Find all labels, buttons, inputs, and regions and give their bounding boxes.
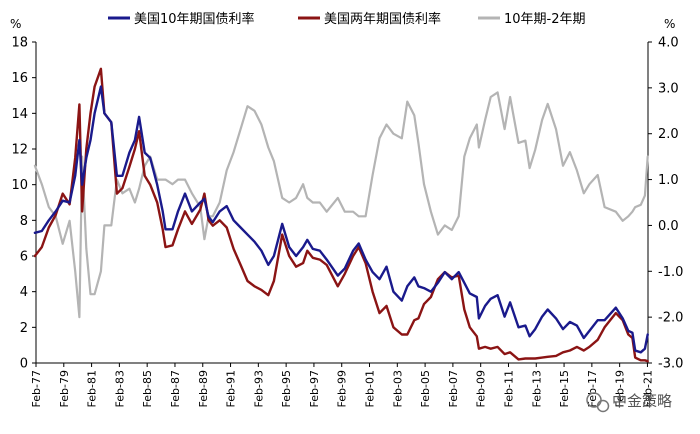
series-lines <box>33 67 649 363</box>
right-tick-label: 4.0 <box>658 36 679 51</box>
x-tick-label: Feb-13 <box>530 370 543 407</box>
watermark-text: 中金策略 <box>612 392 672 410</box>
left-tick-label: 4 <box>20 285 28 300</box>
x-tick-label: Feb-83 <box>113 370 126 407</box>
x-tick-label: Feb-77 <box>30 370 43 407</box>
wechat-icon-bubble <box>596 399 610 413</box>
x-tick-label: Feb-79 <box>58 370 71 407</box>
x-tick-label: Feb-07 <box>447 370 460 407</box>
x-tick-label: Feb-21 <box>641 370 654 407</box>
left-tick-label: 0 <box>20 357 28 372</box>
x-tick-label: Feb-93 <box>252 370 265 407</box>
left-tick-label: 14 <box>11 107 28 122</box>
legend-label-2: 10年期-2年期 <box>504 12 586 27</box>
x-tick-label: Feb-95 <box>280 370 293 407</box>
left-axis-unit: % <box>10 17 21 31</box>
x-tick-label: Feb-89 <box>197 370 210 407</box>
x-tick-label: Feb-97 <box>308 370 321 407</box>
left-tick-label: 6 <box>20 250 28 265</box>
x-tick-label: Feb-19 <box>614 370 627 407</box>
x-tick-label: Feb-11 <box>502 370 515 407</box>
legend-label-0: 美国10年期国债利率 <box>134 11 255 27</box>
x-tick-label: Feb-99 <box>336 370 349 407</box>
series-line-1 <box>33 67 649 363</box>
legend: 美国10年期国债利率 美国两年期国债利率 10年期-2年期 <box>108 11 586 27</box>
x-tick-label: Feb-85 <box>141 370 154 407</box>
x-tick-label: Feb-17 <box>586 370 599 407</box>
left-tick-label: 2 <box>20 321 28 336</box>
x-tick-label: Feb-09 <box>475 370 488 407</box>
x-tick-label: Feb-15 <box>558 370 571 407</box>
left-tick-label: 18 <box>11 36 28 51</box>
left-tick-label: 10 <box>11 178 28 193</box>
series-line-2 <box>33 91 649 319</box>
series-line-0 <box>33 85 649 354</box>
x-tick-label: Feb-81 <box>86 370 99 407</box>
x-tick-label: Feb-03 <box>391 370 404 407</box>
x-tick-label: Feb-05 <box>419 370 432 407</box>
left-tick-label: 8 <box>20 214 28 229</box>
left-tick-label: 12 <box>11 143 28 158</box>
right-tick-label: 2.0 <box>658 127 679 142</box>
x-tick-label: Feb-91 <box>225 370 238 407</box>
right-tick-label: 3.0 <box>658 81 679 96</box>
right-tick-label: -3.0 <box>658 357 683 372</box>
watermark: 中金策略 <box>586 392 672 413</box>
legend-label-1: 美国两年期国债利率 <box>324 11 441 27</box>
right-tick-label: -1.0 <box>658 265 683 280</box>
right-tick-label: 1.0 <box>658 173 679 188</box>
left-tick-label: 16 <box>11 71 28 86</box>
wechat-icon <box>586 392 602 408</box>
right-axis-unit: % <box>664 17 675 31</box>
x-tick-label: Feb-01 <box>364 370 377 407</box>
right-tick-label: 0.0 <box>658 219 679 234</box>
x-tick-label: Feb-87 <box>169 370 182 407</box>
axes: 0 2 4 6 8 10 12 14 16 18 -3.0 -2.0 -1.0 0.0 1.0 2.0 3.0 4… <box>10 17 683 407</box>
right-tick-label: -2.0 <box>658 311 683 326</box>
